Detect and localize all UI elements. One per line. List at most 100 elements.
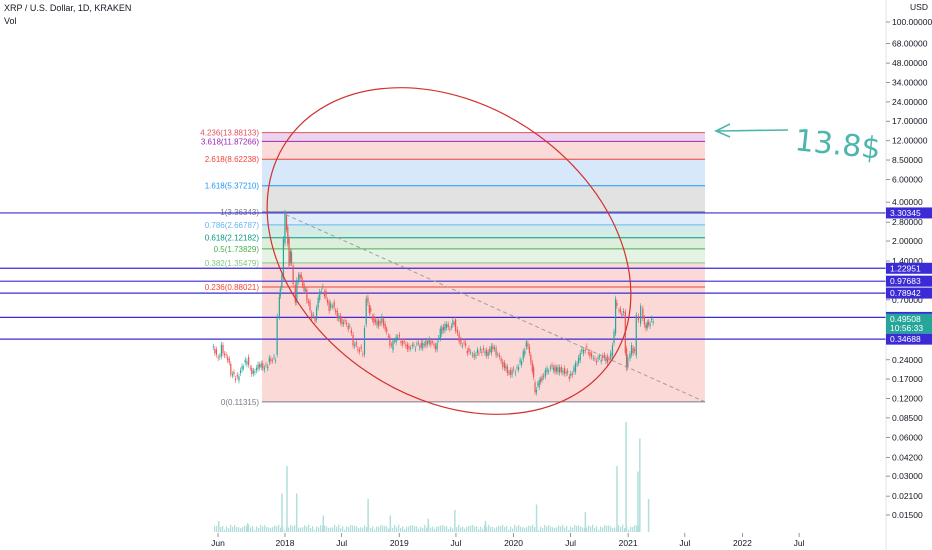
fib-extension[interactable]: 4.236(13.88133)3.618(11.87266) 2.618(8.62… [200,129,705,407]
candle-body [460,339,462,344]
volume-bar [610,526,612,532]
volume-bar [586,527,588,532]
candle-body [262,363,264,369]
volume-bar [546,526,548,532]
candle-body [599,356,601,358]
volume-bar [360,527,362,532]
fib-level-label: 4.236(13.88133) [200,129,259,138]
volume-bar [468,526,470,532]
candle-body [390,344,393,346]
candle-body [445,323,448,328]
candle-body [304,289,307,291]
volume-bar [550,526,552,532]
fib-zone [262,132,705,142]
candle-body [270,358,272,362]
volume-bar [340,528,342,532]
volume-bar [420,526,422,532]
y-tick-label: 0.04200 [892,452,923,462]
volume-bar [346,526,348,532]
candle-body [530,355,532,363]
candle-body [495,348,497,356]
volume-bar [494,528,496,532]
candle-body [420,342,422,347]
x-tick-label: 2021 [619,538,638,548]
candle-body [219,355,221,358]
volume-bar [222,526,224,532]
time-axis[interactable]: Jun 2018 Jul 2019 Jul 2020 Jul 2021 Jul 2022 Jul [211,533,805,548]
candle-body [458,333,460,342]
y-tick-label: 0.70000 [892,295,923,305]
volume-bar [484,521,487,532]
candle-body [426,341,429,345]
annotation[interactable]: 13.8$ [714,123,882,167]
candle-body [249,367,251,369]
volume-bar [636,525,638,532]
candle-body [212,346,214,348]
volume-bar [298,527,300,532]
candle-body [643,317,645,325]
candle-body [592,357,594,359]
volume-bar [454,510,456,532]
y-tick-label: 8.50000 [892,155,923,165]
volume-bar [224,529,226,532]
volume-bar [502,524,504,532]
candle-body [423,344,425,345]
y-tick-label: 0.24000 [892,355,923,365]
volume-bar [488,524,490,532]
candle-body [637,316,640,321]
drawn-ellipse[interactable] [205,20,693,481]
volume-bar [498,525,500,532]
y-tick-label: 6.00000 [892,175,923,185]
candle-body [442,326,444,331]
y-tick-label: 100.00000 [892,17,932,27]
volume-bar [430,527,432,532]
last-price-label: 0.49508 [890,314,921,324]
candle-body [230,364,232,375]
candle-body [271,360,274,362]
volume-bar [440,525,442,532]
volume-bar [295,493,298,532]
volume-bar [540,526,542,532]
currency-label: USD [910,2,928,12]
volume-bar [582,527,584,532]
candle-body [338,315,340,319]
candle-body [290,252,293,264]
volume-bar [234,525,236,532]
candle-body [552,367,555,371]
candle-body [578,357,580,364]
candle-body [377,320,380,327]
candle-body [484,351,486,354]
candle-body [227,357,229,361]
volume-bar [376,526,378,532]
volume-bar [637,471,639,532]
volume-bar [264,525,266,532]
fib-zone [262,159,705,186]
y-tick-label: 68.00000 [892,39,928,49]
candle-body [563,368,566,374]
candle-body [611,345,614,356]
fib-level-label: 2.618(8.62238) [205,155,260,164]
candle-body [456,329,458,334]
horizontal-lines[interactable] [0,212,886,340]
volume-bar [218,521,220,532]
candle-body [632,348,634,354]
candle-body [309,301,311,311]
candle-body [613,331,615,343]
y-tick-label: 0.08500 [892,413,923,423]
volume-bar [416,526,418,532]
candle-body [522,351,524,360]
candle-body [498,355,501,357]
volume-bar [316,526,318,532]
volume-bar [600,526,602,532]
price-axis[interactable]: USD 100.00000 68.00000 48.00000 34.00000 24.0… [886,2,932,520]
volume-bars [214,422,650,532]
candle-body [486,349,488,356]
volume-bar [410,525,412,532]
volume-bar [378,526,380,532]
candle-body [416,343,418,345]
volume-bar [308,524,310,532]
volume-bar [254,530,256,532]
volume-bar [606,525,608,532]
candle-body [514,372,516,374]
